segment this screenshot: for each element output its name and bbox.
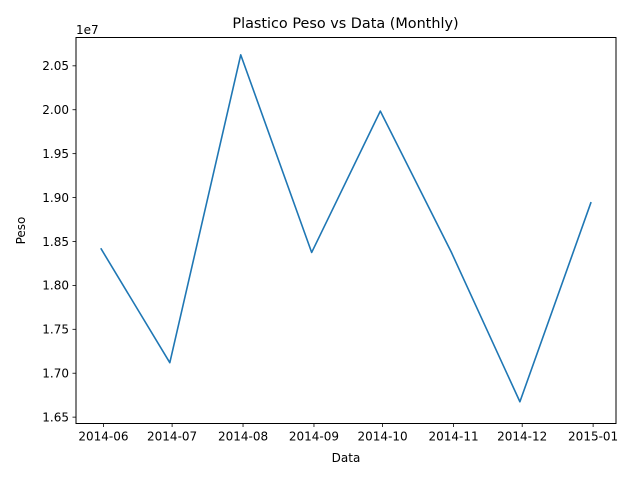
x-tick-label: 2014-12 xyxy=(497,430,547,444)
x-tick-label: 2014-08 xyxy=(218,430,268,444)
y-tick-label: 1.85 xyxy=(42,235,69,249)
y-tick-label: 1.70 xyxy=(42,367,69,381)
y-tick-label: 1.75 xyxy=(42,323,69,337)
chart-title: Plastico Peso vs Data (Monthly) xyxy=(232,16,458,32)
y-tick-label: 1.95 xyxy=(42,147,69,161)
y-tick-label: 1.65 xyxy=(42,410,69,424)
plot-frame xyxy=(75,37,617,424)
x-tick-label: 2014-09 xyxy=(289,430,339,444)
y-offset-label: 1e7 xyxy=(76,23,99,37)
x-axis-ticks: 2014-06 2014-07 2014-08 2014-09 2014-10 2014-… xyxy=(78,423,618,444)
y-tick-label: 2.00 xyxy=(42,103,69,117)
x-tick-label: 2014-07 xyxy=(147,430,197,444)
x-axis-label: Data xyxy=(332,451,361,465)
series-line xyxy=(100,54,592,403)
x-tick-label: 2014-11 xyxy=(428,430,478,444)
y-axis-ticks: 1.65 1.70 1.75 1.80 1.85 1.90 1.95 2.00 2.05 xyxy=(42,59,76,424)
y-tick-label: 1.90 xyxy=(42,191,69,205)
x-tick-label: 2014-06 xyxy=(78,430,128,444)
series-group xyxy=(100,54,592,403)
y-tick-label: 2.05 xyxy=(42,59,69,73)
y-axis-label: Peso xyxy=(14,217,28,245)
y-tick-label: 1.80 xyxy=(42,279,69,293)
x-tick-label: 2015-01 xyxy=(568,430,618,444)
x-tick-label: 2014-10 xyxy=(358,430,408,444)
